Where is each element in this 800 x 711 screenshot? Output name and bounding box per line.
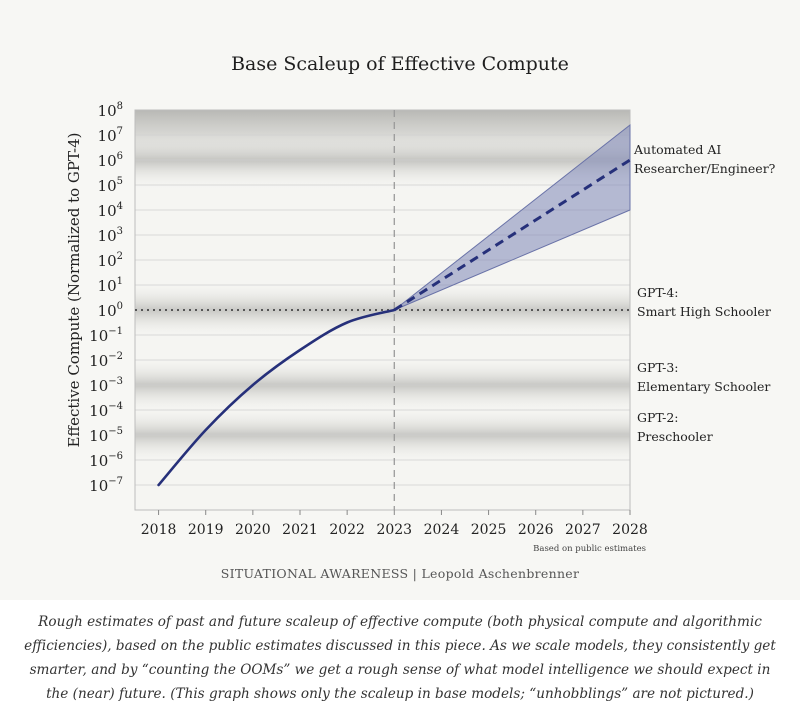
y-tick-label: 104: [98, 201, 123, 220]
y-tick-label: 105: [98, 176, 123, 195]
historical-line: [157, 308, 396, 487]
y-tick-label: 10−2: [89, 351, 123, 370]
figure-caption: Rough estimates of past and future scale…: [24, 614, 776, 702]
milestone-label: Elementary Schooler: [637, 379, 770, 394]
chart: Base Scaleup of Effective Compute 108 107 1…: [65, 53, 776, 581]
y-tick-label: 108: [98, 101, 123, 120]
y-tick-label: 101: [98, 276, 123, 295]
footnote: Based on public estimates: [533, 544, 646, 554]
y-tick-label: 10−1: [89, 326, 123, 345]
credit-line: SITUATIONAL AWARENESS | Leopold Aschenbr…: [221, 566, 580, 581]
x-tick-label: 2019: [188, 522, 224, 538]
milestone-label: Automated AI: [633, 142, 721, 157]
x-tick-label: 2023: [376, 522, 412, 538]
y-tick-label: 107: [98, 126, 123, 145]
y-tick-label: 100: [98, 301, 123, 320]
y-tick-label: 102: [98, 251, 123, 270]
projection-band: [393, 123, 631, 311]
projection-line: [393, 158, 631, 312]
chart-title: Base Scaleup of Effective Compute: [231, 53, 569, 75]
milestone-label: GPT-3:: [637, 360, 679, 375]
y-tick-label: 10−3: [89, 376, 123, 395]
x-tick-label: 2021: [282, 522, 318, 538]
milestone-label: GPT-4:: [637, 285, 679, 300]
x-tick-label: 2020: [235, 522, 271, 538]
y-axis-label: Effective Compute (Normalized to GPT-4): [65, 132, 83, 447]
x-tick-label: 2025: [471, 522, 507, 538]
milestone-label: Smart High Schooler: [637, 304, 771, 319]
y-tick-label: 10−7: [89, 476, 123, 495]
x-tick-label: 2028: [612, 522, 648, 538]
milestone-label: Researcher/Engineer?: [634, 161, 776, 176]
milestone-label: Preschooler: [637, 429, 713, 444]
x-tick-label: 2018: [141, 522, 177, 538]
y-tick-label: 103: [98, 226, 123, 245]
x-tick-label: 2022: [329, 522, 365, 538]
x-tick-label: 2026: [518, 522, 554, 538]
y-tick-label: 10−4: [89, 401, 123, 420]
y-tick-label: 10−6: [89, 451, 123, 470]
y-tick-label: 106: [98, 151, 123, 170]
x-tick-label: 2024: [424, 522, 460, 538]
y-tick-label: 10−5: [89, 426, 123, 445]
milestone-label: GPT-2:: [637, 410, 679, 425]
x-tick-label: 2027: [565, 522, 601, 538]
